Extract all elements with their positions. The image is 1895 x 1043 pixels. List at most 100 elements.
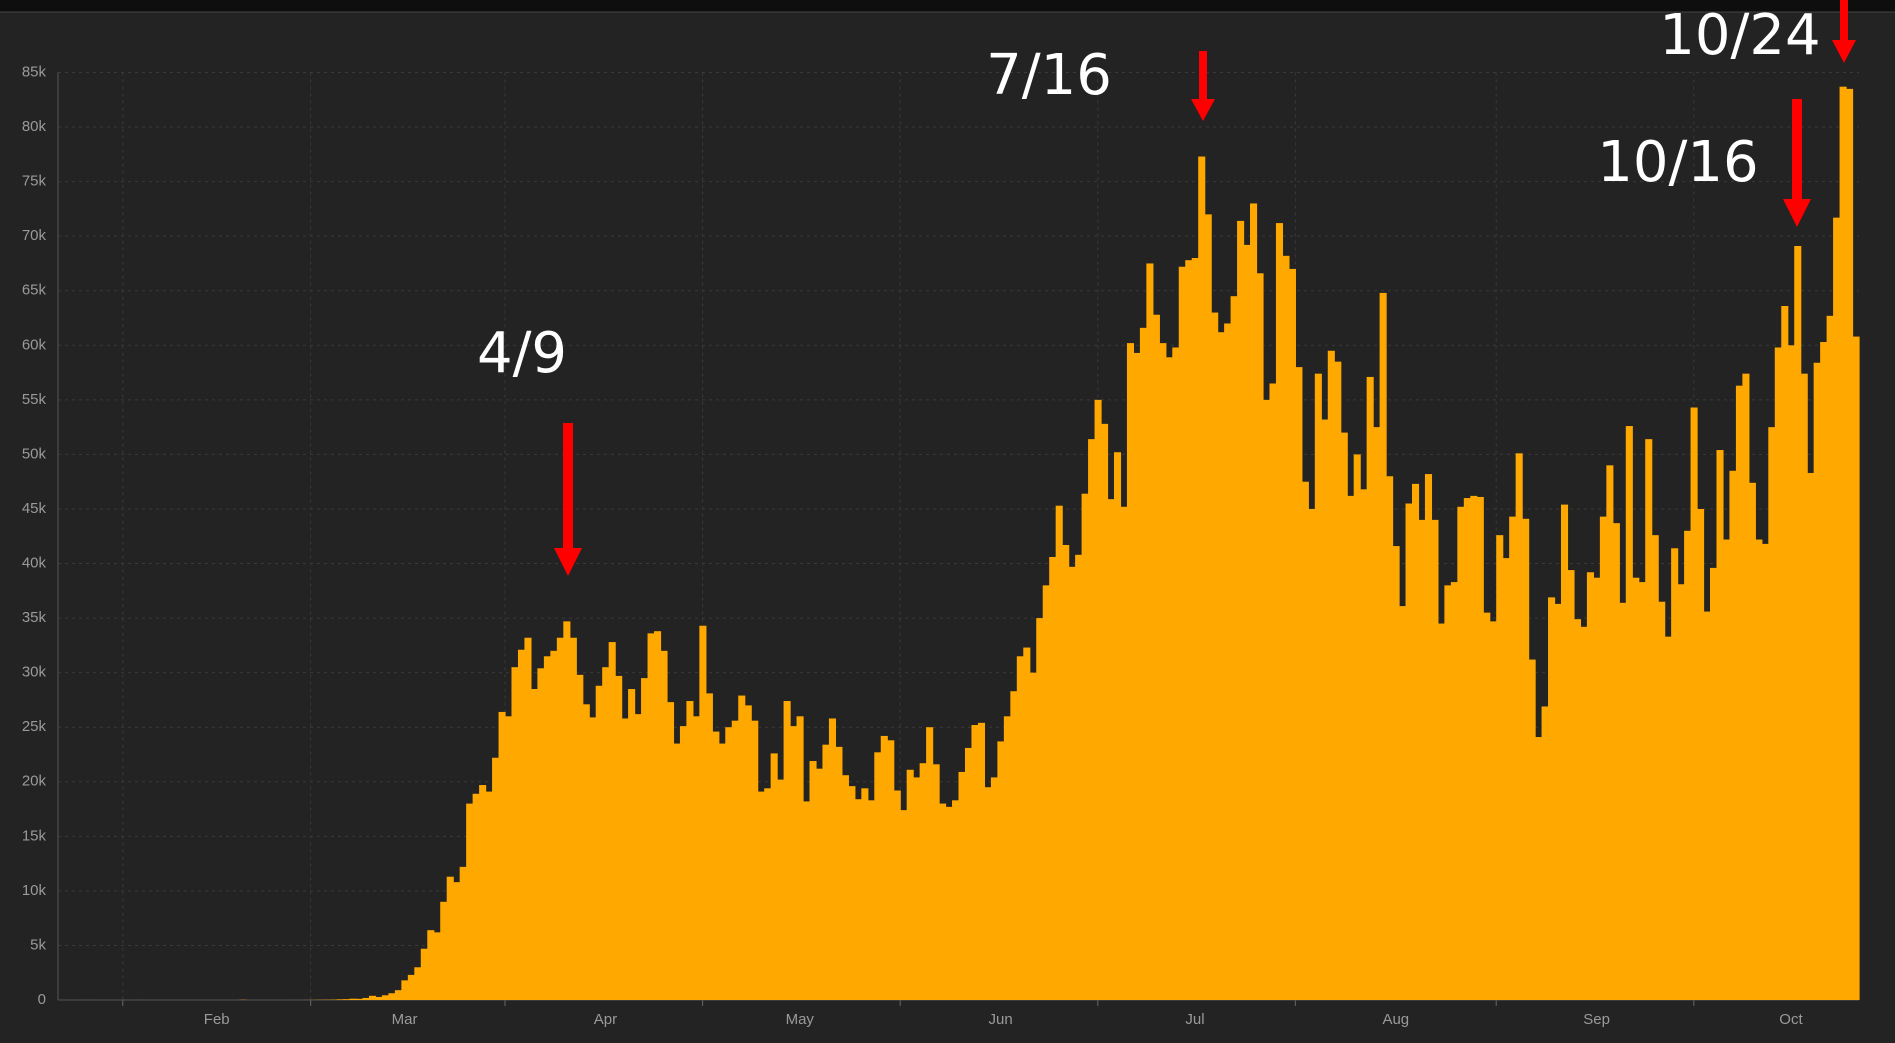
bar — [492, 757, 500, 1000]
bar — [1729, 470, 1737, 1000]
bar — [1003, 716, 1011, 1000]
bar — [381, 995, 389, 1000]
bar — [1243, 244, 1251, 1000]
bar — [420, 948, 428, 1000]
bar — [550, 650, 558, 1000]
bar — [615, 675, 623, 1000]
bar — [1424, 474, 1433, 1000]
bar — [1638, 582, 1646, 1000]
bar — [1256, 273, 1264, 1000]
bar — [1820, 342, 1828, 1000]
y-tick-label: 10k — [22, 882, 47, 899]
bar — [1522, 518, 1530, 1000]
bar — [679, 726, 688, 1000]
bar — [628, 689, 636, 1000]
bar — [466, 803, 474, 1000]
bar — [1275, 223, 1284, 1001]
y-tick-label: 30k — [22, 664, 47, 681]
bar — [505, 716, 513, 1000]
bar — [1334, 361, 1342, 1001]
y-tick-label: 20k — [22, 773, 47, 790]
bar — [803, 801, 811, 1000]
bar — [1327, 350, 1335, 1000]
bar — [1314, 373, 1322, 1001]
bar — [867, 800, 875, 1000]
bar — [1126, 343, 1135, 1000]
bar — [1133, 352, 1141, 1000]
bar — [472, 793, 480, 1000]
x-tick-label: Sep — [1583, 1011, 1610, 1028]
bar — [790, 726, 798, 1000]
bar — [1366, 376, 1374, 1000]
bar — [1787, 345, 1795, 1000]
bar — [1392, 546, 1400, 1000]
x-tick-label: Jul — [1185, 1011, 1204, 1028]
bar — [1386, 476, 1394, 1000]
bar — [744, 705, 752, 1000]
y-tick-label: 80k — [22, 118, 47, 135]
bar — [1560, 504, 1569, 1000]
bar — [1262, 399, 1271, 1001]
bar — [1237, 220, 1245, 1000]
bar — [485, 791, 493, 1000]
bar — [1768, 427, 1776, 1001]
bar — [1599, 516, 1607, 1000]
bar — [343, 999, 351, 1000]
bar — [874, 752, 882, 1000]
bar — [666, 702, 675, 1000]
bar — [783, 701, 791, 1000]
bar — [984, 787, 992, 1000]
x-tick-label: Feb — [204, 1011, 230, 1028]
bar — [751, 720, 759, 1000]
annotation: 4/9 — [477, 321, 567, 386]
bar — [537, 668, 545, 1000]
bar — [932, 764, 940, 1000]
bar — [543, 656, 551, 1000]
bar — [887, 740, 895, 1000]
bar — [576, 674, 584, 1000]
bar — [971, 725, 979, 1000]
bar — [1340, 432, 1348, 1000]
bar — [356, 998, 364, 1000]
bar — [368, 995, 377, 1000]
y-tick-label: 40k — [22, 554, 47, 571]
bar — [1509, 516, 1517, 1000]
bar — [1321, 419, 1329, 1000]
y-tick-label: 75k — [22, 173, 47, 190]
arrow — [554, 423, 582, 576]
bar — [479, 785, 487, 1000]
bar — [641, 678, 649, 1000]
bar — [1062, 544, 1070, 1000]
bar — [977, 722, 986, 1000]
bar — [1139, 327, 1147, 1000]
bar — [1347, 495, 1355, 1000]
bar — [1502, 558, 1510, 1000]
bar — [1671, 548, 1679, 1000]
bar — [1846, 88, 1854, 1000]
bar — [1036, 618, 1044, 1000]
bar — [952, 800, 960, 1000]
bar — [926, 727, 934, 1000]
bar — [770, 753, 778, 1000]
bar — [1204, 214, 1212, 1001]
bar — [1295, 367, 1303, 1000]
bar — [1353, 454, 1361, 1001]
bar — [731, 720, 739, 1000]
bar — [1399, 606, 1407, 1000]
y-tick-label: 45k — [22, 500, 47, 517]
bar — [608, 642, 616, 1000]
bar — [1645, 439, 1653, 1001]
bar — [1230, 296, 1238, 1000]
bar — [498, 711, 506, 1000]
x-tick-label: Oct — [1779, 1011, 1803, 1028]
bar — [958, 771, 966, 1000]
bars — [70, 86, 1860, 1001]
bar — [1431, 519, 1439, 1000]
x-tick-label: Mar — [392, 1011, 418, 1028]
bar — [1781, 306, 1789, 1000]
bar — [517, 649, 526, 1000]
bar — [1101, 423, 1109, 1000]
bar — [563, 621, 571, 1000]
bar — [440, 901, 448, 1000]
bar — [777, 779, 785, 1000]
